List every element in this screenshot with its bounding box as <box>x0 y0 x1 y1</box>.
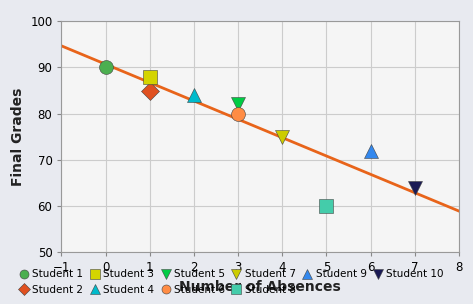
Y-axis label: Final Grades: Final Grades <box>11 88 25 186</box>
Legend: Student 1, Student 2, Student 3, Student 4, Student 5, Student 6, Student 7, Stu: Student 1, Student 2, Student 3, Student… <box>15 265 448 299</box>
X-axis label: Number of Absences: Number of Absences <box>179 280 341 294</box>
